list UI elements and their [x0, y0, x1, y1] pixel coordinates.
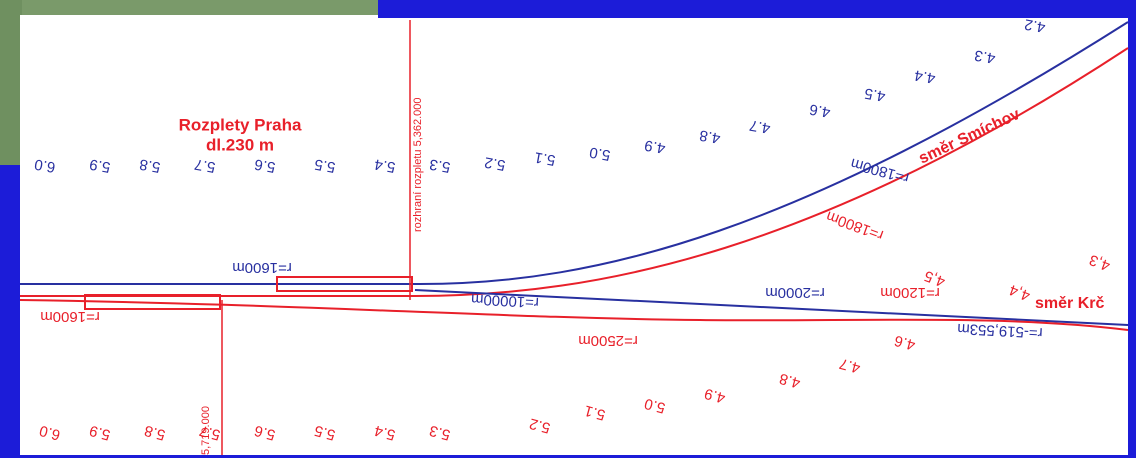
diagram: Rozplety Praha dl.230 m rozhraní rozplet… — [0, 0, 1136, 458]
km-label: 5.0 — [588, 143, 611, 163]
km-label: 4.9 — [643, 136, 666, 156]
length: dl.230 m — [206, 135, 274, 154]
direction-label: směr Krč — [1035, 295, 1104, 312]
map-photo — [0, 0, 22, 165]
drawing-sheet — [20, 18, 1128, 455]
radius-label: r=2000m — [765, 284, 825, 301]
radius-label: r=10000m — [471, 290, 540, 311]
km-label: 4.4 — [913, 66, 936, 86]
km-label: 4.5 — [863, 84, 886, 104]
km-label: 5.8 — [138, 155, 161, 175]
radius-label: r=1600m — [40, 308, 100, 325]
km-label: 5.1 — [533, 148, 556, 168]
radius-label: r=2500m — [578, 332, 638, 349]
drawing-sheet — [20, 15, 378, 40]
page: {"title": "Rozplety Praha", "length": "d… — [0, 0, 1136, 458]
km-label: 5.7 — [193, 155, 216, 175]
radius-label: r=1600m — [232, 259, 292, 276]
km-label: 5.2 — [483, 153, 506, 173]
title: Rozplety Praha — [179, 115, 302, 134]
km-label: 4.7 — [748, 116, 771, 136]
km-label: 5.9 — [88, 155, 111, 175]
km-label: 5.3 — [428, 155, 451, 175]
km-label: 5.6 — [253, 155, 276, 175]
boundary-label: rozhraní rozpletu 5,362.000 — [412, 97, 424, 232]
km-label: 4.3 — [973, 46, 996, 66]
km-label: 5.4 — [373, 155, 396, 175]
km-label: 4.6 — [808, 100, 831, 120]
km-label: 6.0 — [33, 155, 56, 175]
km-label: 4.8 — [698, 126, 721, 146]
km-label: 5.5 — [313, 155, 336, 175]
km-label: 4.2 — [1023, 15, 1046, 35]
